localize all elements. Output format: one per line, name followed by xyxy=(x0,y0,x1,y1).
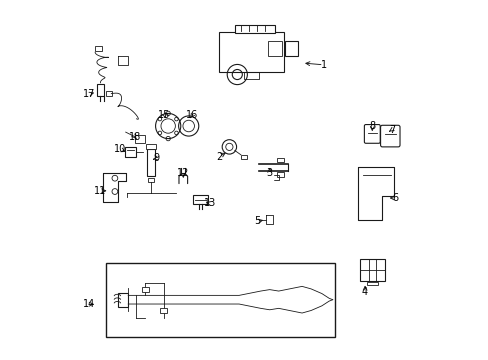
Text: 8: 8 xyxy=(368,121,375,131)
Bar xyxy=(366,282,377,285)
Text: 16: 16 xyxy=(186,110,198,120)
Text: 3: 3 xyxy=(266,168,272,178)
Bar xyxy=(147,178,154,182)
Text: 11: 11 xyxy=(94,186,106,196)
Bar xyxy=(267,41,282,56)
Text: 6: 6 xyxy=(392,193,398,203)
Bar xyxy=(135,135,145,143)
Text: 1: 1 xyxy=(320,60,326,70)
Bar xyxy=(276,172,284,177)
Text: 18: 18 xyxy=(128,132,141,142)
Bar xyxy=(97,84,104,96)
Text: 9: 9 xyxy=(153,153,159,163)
Text: 14: 14 xyxy=(82,299,95,309)
Bar xyxy=(193,195,208,204)
Bar xyxy=(105,91,112,96)
Bar xyxy=(146,149,155,176)
Text: 10: 10 xyxy=(114,144,126,154)
Text: 7: 7 xyxy=(388,125,394,135)
FancyBboxPatch shape xyxy=(364,125,380,143)
Bar xyxy=(285,41,297,56)
Bar xyxy=(160,308,167,312)
Bar xyxy=(240,155,246,159)
Text: 13: 13 xyxy=(204,198,216,208)
Text: 17: 17 xyxy=(82,89,95,99)
Bar xyxy=(145,144,156,149)
Text: 2: 2 xyxy=(216,152,222,162)
Bar xyxy=(359,259,384,281)
Bar xyxy=(95,46,102,51)
Bar xyxy=(276,158,284,162)
Text: 4: 4 xyxy=(361,287,367,297)
Bar xyxy=(235,25,275,33)
Bar xyxy=(219,32,284,72)
Bar xyxy=(142,287,149,292)
Text: 15: 15 xyxy=(158,110,170,120)
FancyBboxPatch shape xyxy=(380,125,399,147)
Text: 5: 5 xyxy=(253,216,260,226)
Bar xyxy=(118,293,128,306)
Text: 12: 12 xyxy=(177,168,189,178)
Bar xyxy=(106,263,334,337)
Bar xyxy=(124,147,136,157)
